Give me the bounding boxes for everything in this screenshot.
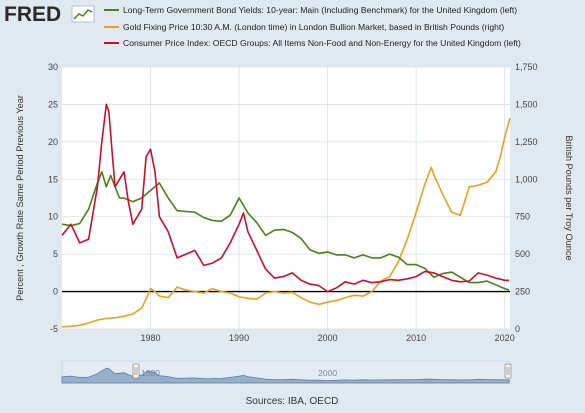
legend-item-bond[interactable]: Long-Term Government Bond Yields: 10-yea…: [104, 5, 517, 15]
x-tick-label: 1990: [229, 333, 249, 343]
legend-label-bond: Long-Term Government Bond Yields: 10-yea…: [123, 5, 517, 15]
navigator-selection[interactable]: [62, 361, 510, 383]
navigator-labels: 1980 2000: [141, 368, 337, 378]
legend-label-cpi: Consumer Price Index: OECD Groups: All I…: [123, 38, 521, 48]
legend: Long-Term Government Bond Yields: 10-yea…: [104, 5, 521, 48]
x-tick-label: 2000: [318, 333, 338, 343]
left-axis: -5 0 5 10 15 20 25 30: [48, 62, 58, 334]
left-tick-label: 5: [53, 249, 58, 259]
series-layer: [61, 103, 511, 328]
sources-text: Sources: IBA, OECD: [246, 396, 339, 407]
navigator-right-handle[interactable]: [504, 363, 512, 379]
left-tick-label: 25: [48, 99, 58, 109]
right-tick-label: 1,500: [515, 99, 538, 109]
right-axis-title: British Pounds per Troy Ounce: [564, 135, 574, 260]
left-tick-label: 15: [48, 174, 58, 184]
navigator-label: 2000: [318, 368, 337, 378]
fred-logo-text: FRED: [4, 3, 61, 26]
right-axis: 0 250 500 750 1,000 1,250 1,500 1,750: [515, 62, 538, 334]
left-axis-title: Percent , Growth Rate Same Period Previo…: [15, 95, 25, 301]
navigator-label: 1980: [141, 368, 160, 378]
x-tick-label: 1980: [141, 333, 161, 343]
right-tick-label: 1,250: [515, 137, 538, 147]
fred-logo[interactable]: FRED: [4, 3, 95, 26]
x-tick-label: 2020: [495, 333, 515, 343]
plot-area: [62, 67, 510, 329]
right-tick-label: 1,750: [515, 62, 538, 72]
right-tick-label: 500: [515, 249, 530, 259]
left-tick-label: 30: [48, 62, 58, 72]
series-line-gold: [61, 117, 511, 328]
legend-item-gold[interactable]: Gold Fixing Price 10:30 A.M. (London tim…: [104, 22, 504, 32]
left-tick-label: -5: [50, 324, 58, 334]
series-line-bond: [61, 171, 510, 291]
left-tick-label: 10: [48, 212, 58, 222]
series-line-cpi: [61, 103, 510, 293]
legend-label-gold: Gold Fixing Price 10:30 A.M. (London tim…: [123, 22, 504, 32]
right-tick-label: 1,000: [515, 174, 538, 184]
right-tick-label: 0: [515, 324, 520, 334]
left-tick-label: 0: [53, 287, 58, 297]
fred-trend-line-icon: [71, 5, 95, 23]
right-tick-label: 750: [515, 212, 530, 222]
x-axis: 1980 1990 2000 2010 2020: [141, 333, 515, 343]
legend-item-cpi[interactable]: Consumer Price Index: OECD Groups: All I…: [104, 38, 521, 48]
right-tick-label: 250: [515, 287, 530, 297]
navigator-left-handle[interactable]: [132, 363, 140, 379]
x-tick-label: 2010: [406, 333, 426, 343]
left-tick-label: 20: [48, 137, 58, 147]
range-navigator[interactable]: 1980 2000: [61, 360, 512, 384]
navigator-area: [61, 367, 510, 384]
